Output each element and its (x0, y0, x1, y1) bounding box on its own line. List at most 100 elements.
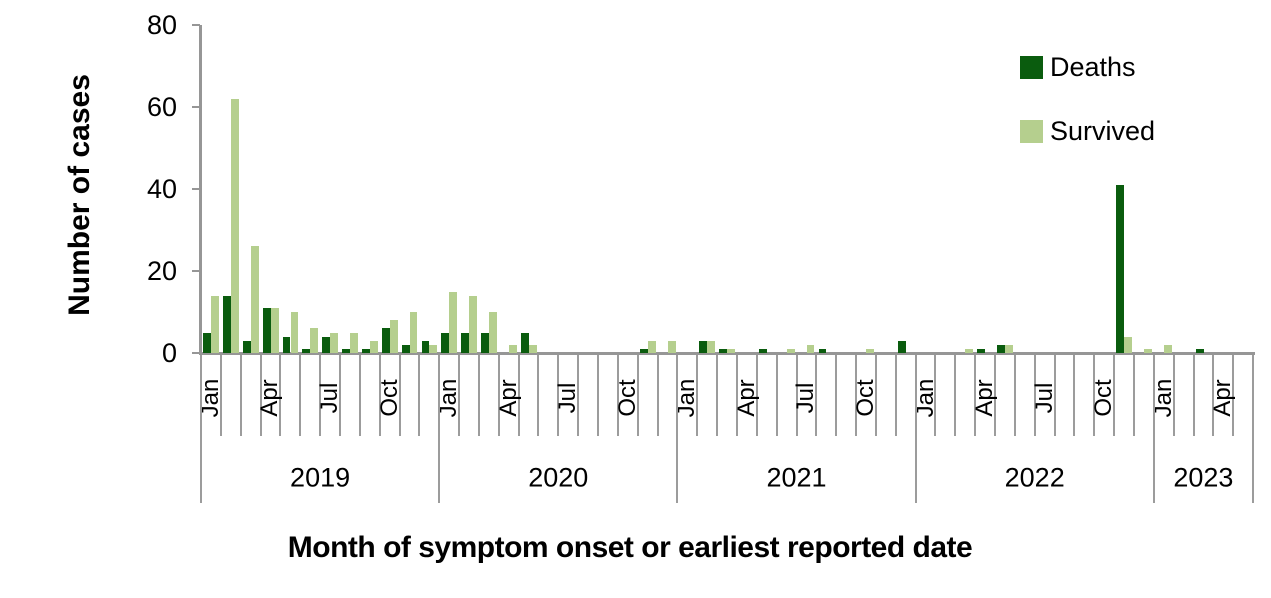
y-axis-title: Number of cases (63, 74, 96, 316)
bar-deaths-feb-2021 (699, 340, 708, 353)
month-tick-mark (1033, 355, 1036, 436)
month-label: Apr (732, 379, 760, 417)
year-separator (1152, 355, 1155, 503)
year-separator (676, 355, 679, 503)
month-tick-mark (1093, 355, 1096, 436)
month-label: Jul (554, 382, 582, 414)
bar-survived-apr-2019 (270, 307, 279, 353)
month-tick-mark (477, 355, 480, 436)
month-label: Apr (256, 379, 284, 417)
month-tick-mark (458, 355, 461, 436)
bar-survived-jun-2021 (786, 348, 795, 353)
bar-deaths-may-2022 (997, 344, 1006, 353)
month-tick-mark (874, 355, 877, 436)
y-tick-mark (192, 352, 200, 354)
y-axis-line (199, 25, 202, 355)
legend-entry-survived: Survived (1020, 116, 1155, 146)
month-label: Apr (1209, 379, 1237, 417)
bar-survived-nov-2022 (1124, 336, 1133, 353)
legend-label: Survived (1050, 115, 1156, 146)
month-tick-mark (537, 355, 540, 436)
bar-deaths-jun-2019 (302, 348, 311, 353)
month-label: Jul (316, 382, 344, 414)
month-tick-mark (319, 355, 322, 436)
month-tick-mark (219, 355, 222, 436)
bar-deaths-apr-2022 (977, 348, 986, 353)
bar-deaths-mar-2020 (481, 332, 489, 353)
month-tick-mark (855, 355, 858, 436)
bar-survived-jul-2021 (806, 344, 815, 353)
bar-deaths-nov-2020 (639, 348, 648, 353)
month-tick-mark (974, 355, 977, 436)
bar-survived-dec-2020 (667, 340, 676, 353)
bar-survived-may-2020 (528, 344, 537, 353)
month-tick-mark (716, 355, 719, 436)
legend-swatch-survived (1020, 119, 1043, 143)
bar-deaths-mar-2023 (1195, 348, 1204, 353)
legend: Deaths Survived (1020, 51, 1155, 183)
month-tick-mark (418, 355, 421, 436)
bar-deaths-may-2020 (520, 332, 529, 353)
month-label: Jul (1030, 382, 1058, 414)
bar-deaths-apr-2019 (262, 307, 271, 353)
month-tick-mark (1132, 355, 1135, 436)
bar-survived-dec-2022 (1144, 348, 1152, 353)
bar-survived-jun-2019 (310, 328, 319, 353)
y-tick-label: 80 (146, 10, 177, 40)
year-separator (200, 355, 202, 503)
month-tick-mark (497, 355, 500, 436)
month-tick-mark (696, 355, 699, 436)
bar-survived-oct-2019 (389, 320, 398, 353)
month-tick-mark (517, 355, 520, 436)
bar-deaths-sep-2019 (362, 348, 370, 353)
x-axis-title: Month of symptom onset or earliest repor… (287, 531, 973, 564)
bar-deaths-jul-2019 (322, 336, 331, 353)
month-tick-mark (795, 355, 798, 436)
bar-deaths-jan-2019 (203, 332, 212, 353)
bar-survived-feb-2019 (230, 98, 239, 353)
bar-deaths-feb-2019 (223, 295, 231, 353)
year-label: 2020 (528, 462, 589, 493)
month-tick-mark (735, 355, 738, 436)
bar-survived-oct-2021 (866, 348, 875, 353)
bar-deaths-aug-2019 (342, 348, 351, 353)
month-tick-mark (815, 355, 818, 436)
bar-survived-jul-2019 (330, 332, 339, 353)
bar-deaths-dec-2019 (421, 340, 430, 353)
month-label: Oct (851, 379, 879, 417)
bar-deaths-nov-2022 (1116, 184, 1125, 353)
year-label: 2022 (1004, 462, 1065, 493)
bar-survived-feb-2021 (707, 340, 716, 353)
month-tick-mark (398, 355, 401, 436)
y-tick-mark (192, 270, 200, 272)
bar-survived-sep-2019 (369, 340, 378, 353)
bar-survived-jan-2020 (449, 291, 458, 353)
bar-deaths-oct-2019 (381, 328, 390, 353)
month-tick-mark (557, 355, 560, 436)
year-label: 2023 (1173, 462, 1234, 493)
year-label: 2019 (290, 462, 351, 493)
month-tick-mark (597, 355, 599, 436)
bar-deaths-nov-2019 (401, 344, 410, 353)
bar-deaths-aug-2021 (818, 348, 827, 353)
month-tick-mark (954, 355, 957, 436)
legend-label: Deaths (1050, 51, 1136, 82)
month-label: Oct (613, 379, 641, 417)
month-label: Apr (971, 379, 999, 417)
bar-survived-may-2019 (290, 312, 299, 353)
bar-survived-mar-2020 (489, 312, 497, 353)
month-tick-mark (239, 355, 242, 436)
bar-deaths-dec-2021 (897, 340, 906, 353)
month-tick-mark (378, 355, 381, 436)
month-tick-mark (577, 355, 580, 436)
bar-survived-mar-2019 (250, 246, 259, 353)
bar-survived-apr-2020 (508, 344, 517, 353)
legend-swatch-deaths (1020, 55, 1043, 79)
bar-survived-jan-2019 (211, 295, 219, 353)
year-separator (1252, 355, 1255, 503)
bar-deaths-mar-2019 (242, 340, 251, 353)
bar-deaths-may-2021 (759, 348, 767, 353)
month-label: Apr (494, 379, 522, 417)
y-tick-label: 40 (146, 174, 177, 204)
